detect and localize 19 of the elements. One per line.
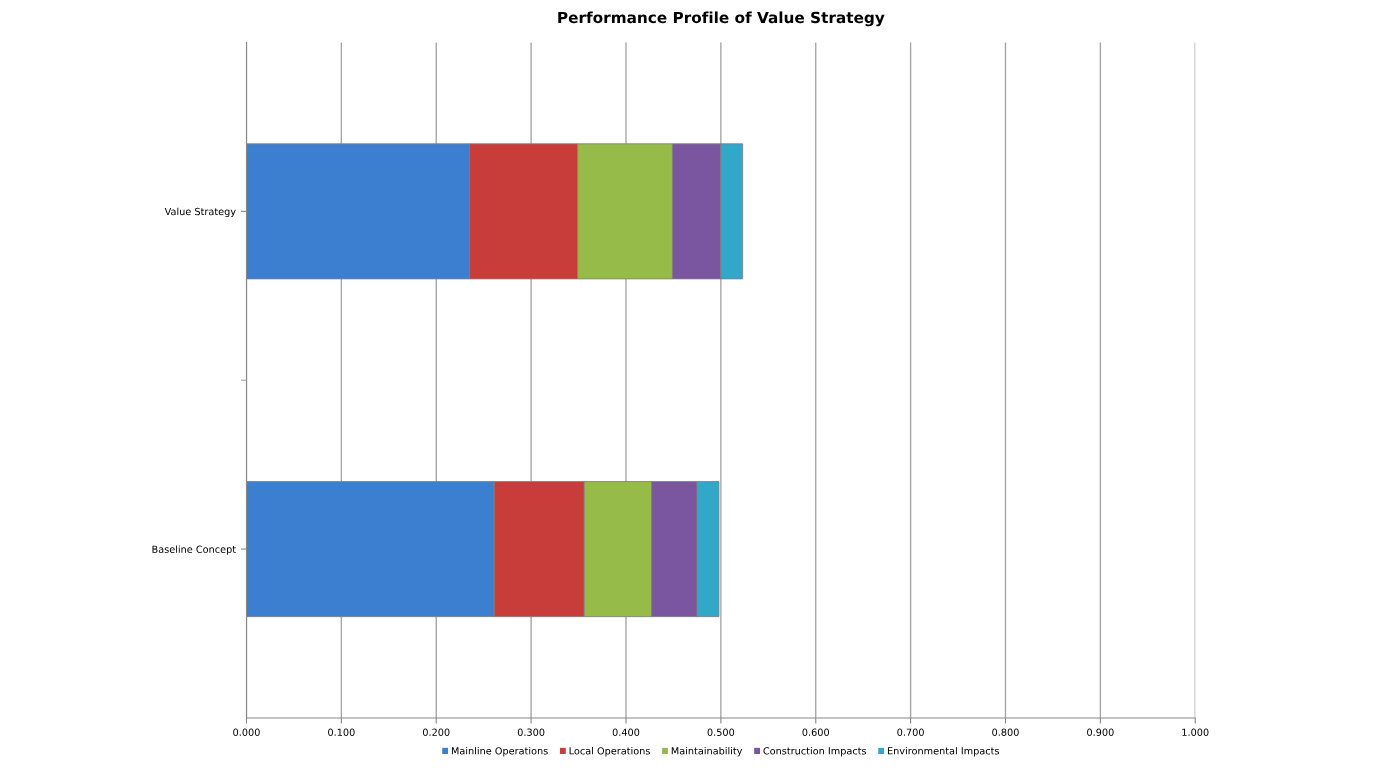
x-tick-label: 0.900 <box>1087 728 1114 736</box>
x-tick-label: 0.300 <box>517 728 545 736</box>
x-tick-label: 0.500 <box>707 728 735 736</box>
x-tick-label: 0.600 <box>802 728 830 736</box>
x-tick-label: 0.400 <box>612 728 640 736</box>
x-tick-label: 0.800 <box>992 728 1019 736</box>
y-tick-label: Baseline Concept <box>152 545 236 555</box>
x-tick-label: 0.700 <box>897 728 924 736</box>
legend-label: Local Operations <box>569 746 650 757</box>
x-tick-label: 0.100 <box>328 728 355 736</box>
legend-label: Environmental Impacts <box>887 746 1000 757</box>
legend-label: Maintainability <box>671 746 743 757</box>
chart-title: Performance Profile of Value Strategy <box>558 11 885 27</box>
x-tick-label: 0.200 <box>422 728 450 736</box>
y-tick-label: Value Strategy <box>164 207 236 218</box>
x-tick-label: 0.000 <box>233 728 260 736</box>
legend-label: Construction Impacts <box>763 746 867 757</box>
legend-label: Mainline Operations <box>451 746 548 757</box>
x-tick-label: 1.000 <box>1182 728 1209 736</box>
